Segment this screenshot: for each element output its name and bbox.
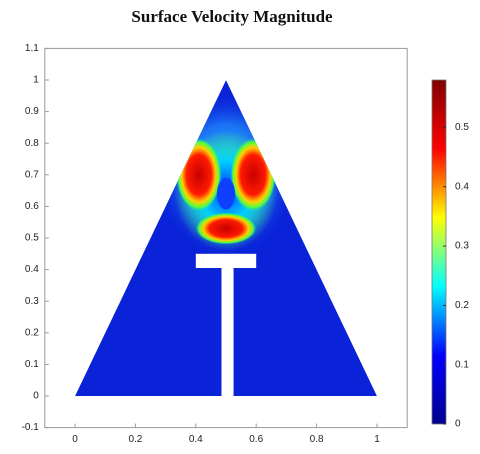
vortex bbox=[230, 138, 276, 212]
y-tick-label: 0.6 bbox=[25, 201, 39, 212]
y-tick-label: 0.4 bbox=[25, 264, 39, 275]
y-tick-label: 0.7 bbox=[25, 169, 39, 180]
x-tick-label: 0.8 bbox=[310, 434, 324, 445]
colorbar-tick-label: 0.4 bbox=[455, 181, 469, 192]
y-tick-label: 1.1 bbox=[25, 43, 39, 54]
center-eddy bbox=[216, 177, 236, 210]
y-tick-label: 0 bbox=[33, 391, 39, 402]
colorbar-tick-label: 0.5 bbox=[455, 122, 469, 133]
obstacle-stem bbox=[221, 266, 234, 396]
x-tick-label: 0.6 bbox=[249, 434, 263, 445]
vortex bbox=[195, 212, 257, 245]
y-tick-label: 0.2 bbox=[25, 327, 39, 338]
x-tick-label: 0.2 bbox=[128, 434, 142, 445]
y-tick-label: 0.5 bbox=[25, 233, 39, 244]
y-tick-label: 0.3 bbox=[25, 296, 39, 307]
colorbar-tick-label: 0.1 bbox=[455, 359, 469, 370]
y-tick-label: 0.8 bbox=[25, 138, 39, 149]
obstacle-bar bbox=[195, 253, 257, 269]
colorbar-tick-label: 0 bbox=[455, 419, 461, 430]
x-tick-label: 0 bbox=[72, 434, 78, 445]
vortex bbox=[176, 138, 222, 212]
chart-title: Surface Velocity Magnitude bbox=[131, 7, 333, 26]
x-tick-label: 1 bbox=[374, 434, 380, 445]
y-tick-label: 0.9 bbox=[25, 106, 39, 117]
y-tick-label: 0.1 bbox=[25, 359, 39, 370]
x-tick-label: 0.4 bbox=[189, 434, 203, 445]
colorbar bbox=[431, 79, 447, 425]
colorbar-tick-label: 0.2 bbox=[455, 300, 469, 311]
y-tick-label: -0.1 bbox=[22, 422, 40, 433]
y-tick-label: 1 bbox=[33, 75, 39, 86]
colorbar-tick-label: 0.3 bbox=[455, 241, 469, 252]
